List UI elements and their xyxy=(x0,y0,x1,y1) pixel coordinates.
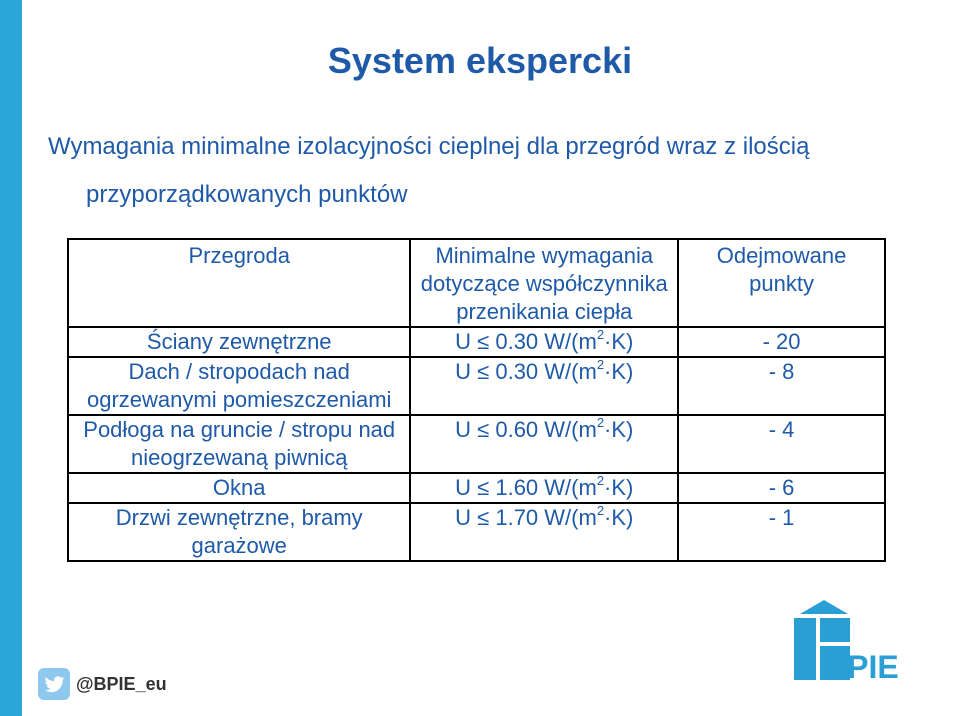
header-points: Odejmowane punkty xyxy=(677,238,886,328)
cell-points: - 1 xyxy=(677,502,886,562)
table-row: Dach / stropodach nad ogrzewanymi pomies… xyxy=(66,356,886,416)
left-accent-bar xyxy=(0,0,22,716)
header-requirements: Minimalne wymagania dotyczące współczynn… xyxy=(409,238,680,328)
table-row: Okna U ≤ 1.60 W/(m2·K) - 6 xyxy=(66,472,886,504)
cell-points: - 6 xyxy=(677,472,886,504)
subtitle: Wymagania minimalne izolacyjności ciepln… xyxy=(48,123,928,219)
cell-partition: Okna xyxy=(66,472,412,504)
cell-partition: Drzwi zewnętrzne, bramy garażowe xyxy=(66,502,412,562)
cell-points: - 20 xyxy=(677,326,886,358)
header-partition: Przegroda xyxy=(66,238,412,328)
table-row: Podłoga na gruncie / stropu nad nieogrze… xyxy=(66,414,886,474)
cell-partition: Ściany zewnętrzne xyxy=(66,326,412,358)
subtitle-line-2: przyporządkowanych punktów xyxy=(86,181,408,208)
cell-u-value: U ≤ 0.30 W/(m2·K) xyxy=(409,356,680,416)
bpie-logo: BPIE xyxy=(790,598,914,688)
cell-partition: Podłoga na gruncie / stropu nad nieogrze… xyxy=(66,414,412,474)
table-row: Drzwi zewnętrzne, bramy garażowe U ≤ 1.7… xyxy=(66,502,886,562)
cell-points: - 8 xyxy=(677,356,886,416)
cell-u-value: U ≤ 1.70 W/(m2·K) xyxy=(409,502,680,562)
cell-u-value: U ≤ 1.60 W/(m2·K) xyxy=(409,472,680,504)
cell-points: - 4 xyxy=(677,414,886,474)
table-row: Ściany zewnętrzne U ≤ 0.30 W/(m2·K) - 20 xyxy=(66,326,886,358)
subtitle-line-1: Wymagania minimalne izolacyjności ciepln… xyxy=(48,133,810,160)
requirements-table: Przegroda Minimalne wymagania dotyczące … xyxy=(66,238,886,562)
cell-u-value: U ≤ 0.60 W/(m2·K) xyxy=(409,414,680,474)
table-header-row: Przegroda Minimalne wymagania dotyczące … xyxy=(66,238,886,328)
page-title: System ekspercki xyxy=(327,40,633,81)
twitter-bird-icon[interactable] xyxy=(38,668,70,700)
cell-u-value: U ≤ 0.30 W/(m2·K) xyxy=(409,326,680,358)
cell-partition: Dach / stropodach nad ogrzewanymi pomies… xyxy=(66,356,412,416)
logo-text: BPIE xyxy=(824,649,899,685)
twitter-handle[interactable]: @BPIE_eu xyxy=(76,674,167,694)
